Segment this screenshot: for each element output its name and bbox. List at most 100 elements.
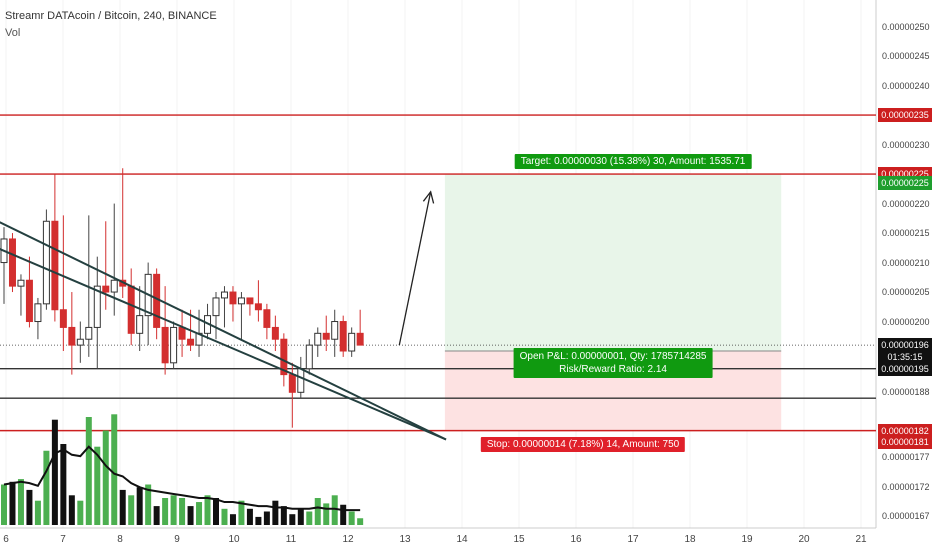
candle-body [339,321,347,352]
volume-indicator-label: Vol [5,27,21,39]
volume-bar [272,500,279,525]
candle-body [8,238,16,287]
candle-body [17,279,25,287]
volume-bar [153,506,160,525]
volume-bar [357,518,364,525]
x-tick-label: 13 [399,534,411,545]
candle-body [25,279,33,323]
volume-bar [94,446,101,525]
x-tick-label: 19 [741,534,753,545]
volume-bar [204,495,211,525]
price-tag: 0.00000182 [878,423,932,438]
candle-body [93,285,101,328]
candle-body [161,326,169,364]
volume-bar [68,495,75,525]
volume-bar [238,500,245,525]
volume-bar [213,498,219,525]
candle-body [254,303,262,311]
candle-body [305,344,313,370]
volume-bar [26,489,33,525]
y-tick-label: 0.00000177 [882,452,930,463]
volume-bar [280,506,287,525]
candle-body [85,326,93,340]
volume-bar [119,489,126,525]
y-tick-label: 0.00000210 [882,257,930,268]
y-tick-label: 0.00000188 [882,387,930,398]
volume-bar [289,514,296,525]
price-tag: 0.00000181 [878,435,932,450]
candle-body [280,338,288,376]
target-zone [444,174,782,352]
candle-body [110,279,118,293]
volume-bar [77,500,84,525]
candle-body [102,285,110,293]
trendline [0,248,447,441]
chart-title: Streamr DATAcoin / Bitcoin, 240, BINANCE [5,10,217,22]
candle-body [212,297,220,317]
x-tick-label: 18 [684,534,696,545]
candle-body [297,368,305,393]
target-label: Target: 0.00000030 (15.38%) 30, Amount: … [514,154,752,170]
volume-bar [43,450,50,525]
price-tag: 0.00000196 [878,338,932,353]
volume-bar [102,430,109,525]
price-tag: 01:35:15 [878,349,932,364]
x-tick-label: 7 [60,534,66,545]
volume-bar [221,508,228,525]
candle-body [246,297,254,305]
y-tick-label: 0.00000245 [882,51,930,62]
candle-body [314,332,322,346]
candle-body [59,309,67,328]
volume-bar [170,495,177,525]
risk-reward-text: Risk/Reward Ratio: 2.14 [559,364,667,376]
stop-label: Stop: 0.00000014 (7.18%) 14, Amount: 750 [480,436,686,452]
volume-ma-line [3,445,361,512]
volume-bar [162,498,169,525]
candle-body [331,321,339,340]
candle-body [153,273,161,328]
x-tick-label: 17 [627,534,639,545]
y-tick-label: 0.00000250 [882,21,930,32]
candle-body [127,285,135,334]
projection-arrow-head [422,190,435,204]
candle-body [136,315,144,334]
x-tick-label: 8 [117,534,123,545]
candle-body [322,332,330,340]
volume-bar [263,511,270,525]
volume-bar [179,498,186,525]
price-tag: 0.00000195 [878,361,932,376]
volume-bar [145,484,152,525]
candle-body [170,326,178,364]
x-tick-label: 12 [342,534,354,545]
candle-body [237,297,245,305]
x-tick-label: 6 [3,534,9,545]
volume-bar [60,444,67,525]
volume-bar [306,511,313,525]
volume-bar [246,508,253,525]
volume-bar [51,419,58,525]
candle-body [288,374,296,393]
volume-bar [340,504,347,525]
volume-bar [196,502,203,525]
x-tick-label: 11 [285,534,297,545]
candle-body [271,326,279,340]
y-tick-label: 0.00000230 [882,139,930,150]
price-tag: 0.00000235 [878,108,932,123]
y-tick-label: 0.00000215 [882,228,930,239]
candle-body [51,220,59,311]
x-tick-label: 20 [798,534,810,545]
candle-body [187,338,195,346]
volume-bar [128,495,135,525]
x-tick-label: 14 [456,534,468,545]
volume-bar [34,500,41,525]
x-tick-label: 9 [174,534,180,545]
volume-bar [255,516,262,525]
volume-bar [314,498,321,525]
x-tick-label: 15 [513,534,525,545]
candle-body [34,303,42,323]
volume-bar [85,417,92,525]
candle-body [229,291,237,305]
trendline [0,221,447,441]
y-tick-label: 0.00000172 [882,481,930,492]
